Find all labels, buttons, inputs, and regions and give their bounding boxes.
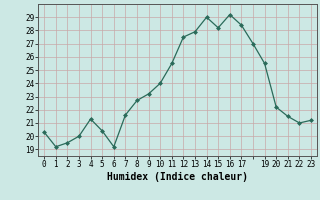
X-axis label: Humidex (Indice chaleur): Humidex (Indice chaleur) — [107, 172, 248, 182]
